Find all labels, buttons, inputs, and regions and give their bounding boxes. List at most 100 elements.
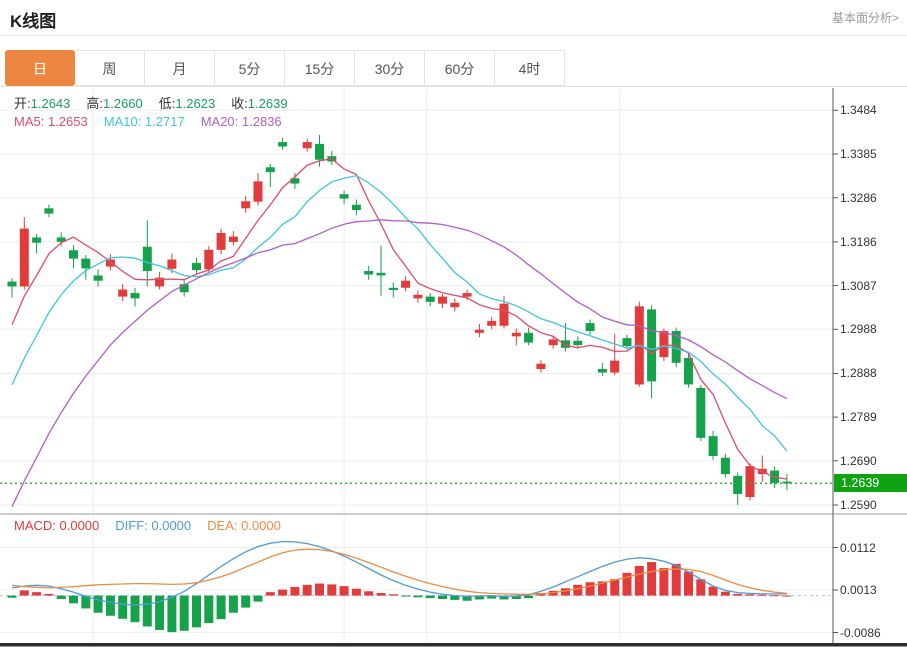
macd-bar	[19, 590, 29, 596]
candle-body	[388, 287, 398, 290]
candle-body	[573, 340, 583, 346]
price-axis-label: 1.3186	[840, 234, 877, 249]
macd-bar	[684, 571, 693, 596]
candle-body	[438, 296, 447, 304]
candle	[7, 278, 17, 298]
tab-day[interactable]: 日	[5, 50, 75, 86]
macd-bar	[278, 589, 288, 596]
candle-body	[425, 296, 435, 302]
candle	[241, 195, 251, 213]
macd-bar	[228, 595, 238, 613]
macd-bar	[364, 591, 374, 596]
macd-bar	[118, 595, 128, 619]
candle-body	[118, 289, 128, 297]
tab-month[interactable]: 月	[145, 50, 215, 86]
macd-bar	[671, 563, 681, 596]
candle	[93, 269, 103, 287]
candle-body	[241, 201, 251, 209]
macd-bar	[155, 595, 165, 630]
grid-lines	[0, 89, 833, 642]
candle-body	[536, 363, 546, 370]
macd-bar	[757, 594, 767, 596]
price-axis-label: 1.2690	[840, 453, 877, 468]
candle-body	[671, 331, 681, 363]
candle	[438, 293, 447, 309]
candle-body	[253, 181, 263, 202]
candle-body	[720, 457, 730, 475]
macd-axis-label: 0.0013	[840, 583, 877, 597]
ma5-value: MA5: 1.2653	[14, 114, 88, 129]
candle	[413, 290, 423, 303]
macd-bar	[450, 595, 460, 600]
candle-body	[548, 339, 558, 346]
macd-legend: MACD: 0.0000 DIFF: 0.0000 DEA: 0.0000	[14, 518, 297, 533]
candle-body	[610, 360, 620, 373]
tab-4hour[interactable]: 4时	[495, 50, 565, 86]
ma10-value: MA10: 1.2717	[103, 114, 185, 129]
candle-body	[462, 293, 472, 297]
candle	[388, 282, 398, 298]
candle	[278, 137, 288, 151]
candle	[745, 463, 755, 501]
macd-bar	[130, 595, 140, 623]
candle-body	[376, 272, 386, 276]
fundamental-analysis-link[interactable]: 基本面分析>	[831, 11, 899, 25]
candle-body	[708, 436, 718, 456]
candle	[487, 316, 497, 330]
macd-bar	[179, 595, 189, 631]
macd-bar	[585, 582, 595, 596]
macd-bar	[167, 595, 177, 633]
ohlc-legend: 开:1.2643 高:1.2660 低:1.2623 收:1.2639	[14, 93, 304, 112]
ma20-line	[11, 219, 788, 507]
price-axis-label: 1.3385	[840, 147, 877, 161]
candle-body	[561, 340, 570, 348]
candle	[56, 232, 66, 247]
current-price-badge: 1.2639	[834, 474, 907, 493]
candle-body	[155, 277, 165, 287]
candle	[216, 228, 226, 255]
macd-bar	[69, 595, 78, 604]
tab-5min[interactable]: 5分	[215, 50, 285, 86]
candle	[32, 233, 42, 254]
tab-15min[interactable]: 15分	[285, 50, 355, 86]
macd-value: MACD: 0.0000	[14, 518, 100, 533]
candle	[228, 231, 238, 246]
candle	[44, 204, 54, 218]
candle	[69, 245, 78, 269]
macd-bar	[745, 594, 755, 596]
candle	[462, 289, 472, 301]
macd-bar	[339, 586, 349, 596]
candle	[511, 328, 521, 346]
tab-week[interactable]: 周	[75, 50, 145, 86]
macd-bar	[388, 594, 398, 596]
macd-bar	[204, 595, 214, 624]
tab-60min[interactable]: 60分	[425, 50, 495, 86]
candle-body	[782, 481, 792, 484]
candle-body	[487, 320, 497, 326]
diff-value: DIFF: 0.0000	[115, 518, 192, 533]
candle-body	[684, 357, 693, 385]
candle-body	[32, 237, 42, 243]
bottom-border	[0, 643, 907, 647]
candle-body	[696, 388, 706, 438]
candle-body	[597, 369, 607, 373]
candle-body	[142, 246, 152, 272]
candle	[597, 362, 607, 377]
candle-body	[81, 258, 91, 269]
macd-bar	[315, 583, 324, 596]
candle-body	[524, 332, 534, 343]
candle	[192, 257, 201, 275]
candle	[733, 472, 743, 505]
tab-30min[interactable]: 30分	[355, 50, 425, 86]
candle-body	[179, 284, 189, 293]
macd-bar	[487, 595, 497, 599]
candle-body	[745, 466, 755, 498]
ohlc-close: 收:1.2639	[231, 96, 288, 111]
diff-line	[11, 540, 787, 606]
ma20-value: MA20: 1.2836	[200, 114, 282, 129]
macd-histogram	[7, 562, 792, 633]
macd-bar	[253, 595, 263, 602]
candle	[142, 220, 152, 287]
candle	[474, 323, 484, 338]
